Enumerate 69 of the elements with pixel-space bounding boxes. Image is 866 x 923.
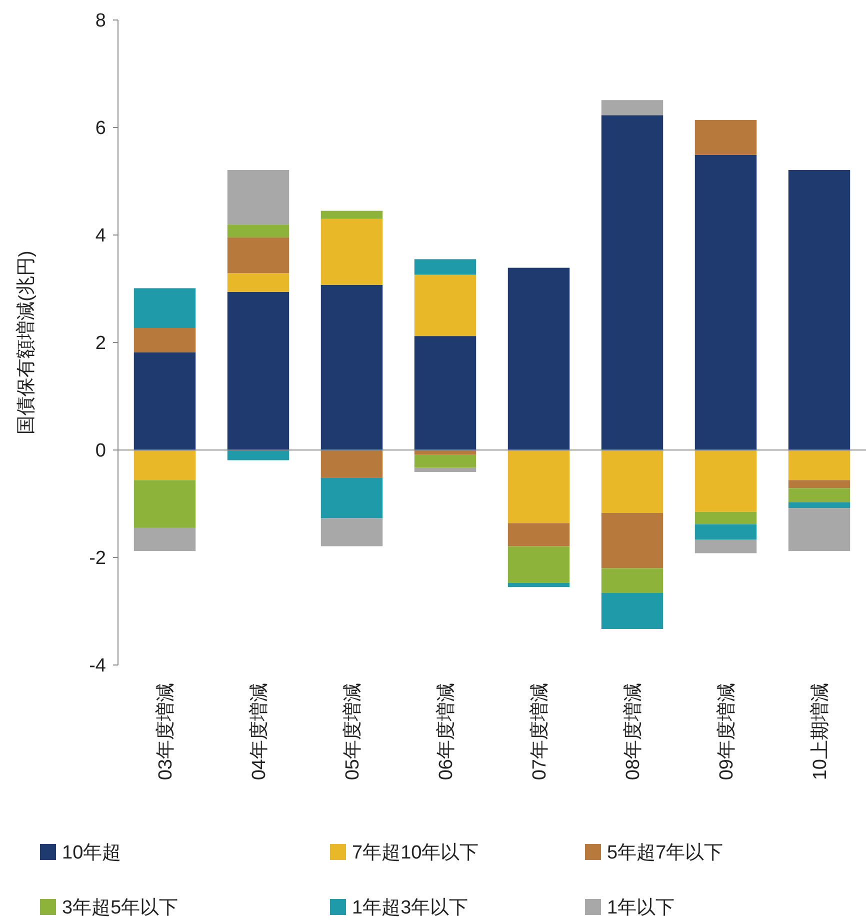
- y-tick-label: 6: [95, 118, 106, 140]
- bar: [694, 154, 757, 450]
- bar: [601, 568, 664, 593]
- bar: [508, 523, 570, 546]
- x-tick-label: 06年度増減: [434, 683, 457, 780]
- bar: [134, 352, 196, 450]
- bar: [788, 508, 850, 552]
- y-tick-label: 2: [95, 333, 106, 354]
- bar: [788, 502, 850, 508]
- bar: [414, 454, 476, 468]
- y-axis-title: 国債保有額増減(兆円): [15, 250, 37, 434]
- bar: [788, 480, 850, 488]
- bar: [320, 518, 383, 546]
- bar: [788, 170, 850, 450]
- bar: [227, 292, 290, 450]
- bar: [508, 582, 570, 588]
- x-tick-label: 09年度増減: [715, 683, 738, 780]
- legend-label: 1年超3年以下: [352, 898, 468, 919]
- bar: [694, 120, 757, 155]
- bar: [601, 450, 664, 513]
- legend-label: 1年以下: [607, 898, 675, 919]
- bar: [414, 274, 476, 336]
- bar: [508, 268, 570, 450]
- bar: [601, 592, 664, 629]
- bar: [414, 450, 476, 455]
- bar: [320, 478, 383, 518]
- legend-label: 5年超7年以下: [607, 842, 724, 864]
- bar: [694, 540, 757, 554]
- bar: [414, 336, 476, 450]
- bar: [134, 328, 196, 352]
- bar: [227, 237, 290, 274]
- y-tick-label: -4: [89, 656, 106, 677]
- bar: [601, 512, 664, 568]
- bar: [788, 488, 850, 502]
- bar: [320, 218, 383, 285]
- y-tick-label: 8: [95, 10, 106, 32]
- bar: [227, 450, 290, 460]
- bar: [694, 524, 757, 540]
- bar: [134, 450, 196, 480]
- y-tick-label: -2: [89, 548, 106, 570]
- x-tick-label: 08年度増減: [622, 683, 644, 780]
- bar: [134, 480, 196, 528]
- x-tick-label: 07年度増減: [528, 683, 550, 780]
- bar: [601, 115, 664, 450]
- x-tick-label: 10上期増減: [808, 683, 831, 780]
- x-tick-label: 03年度増減: [154, 683, 176, 780]
- bar: [414, 468, 476, 472]
- x-tick-label: 04年度増減: [248, 683, 270, 780]
- bar: [227, 273, 290, 292]
- y-tick-label: 4: [95, 226, 106, 247]
- legend-label: 3年超5年以下: [62, 898, 178, 919]
- bar: [694, 450, 757, 512]
- x-tick-label: 05年度増減: [341, 683, 364, 780]
- legend-label: 10年超: [62, 842, 122, 864]
- bar: [320, 210, 383, 219]
- y-tick-label: 0: [95, 440, 106, 462]
- bar: [320, 450, 383, 478]
- bar: [134, 528, 196, 552]
- bar: [134, 288, 196, 328]
- legend-label: 7年超10年以下: [352, 842, 479, 864]
- bar: [601, 100, 664, 116]
- bar: [414, 259, 476, 275]
- bar: [227, 170, 290, 224]
- bar: [508, 450, 570, 524]
- bar: [227, 224, 290, 238]
- bar: [694, 512, 757, 524]
- bar: [788, 450, 850, 480]
- bar: [320, 284, 383, 450]
- bar: [508, 546, 570, 583]
